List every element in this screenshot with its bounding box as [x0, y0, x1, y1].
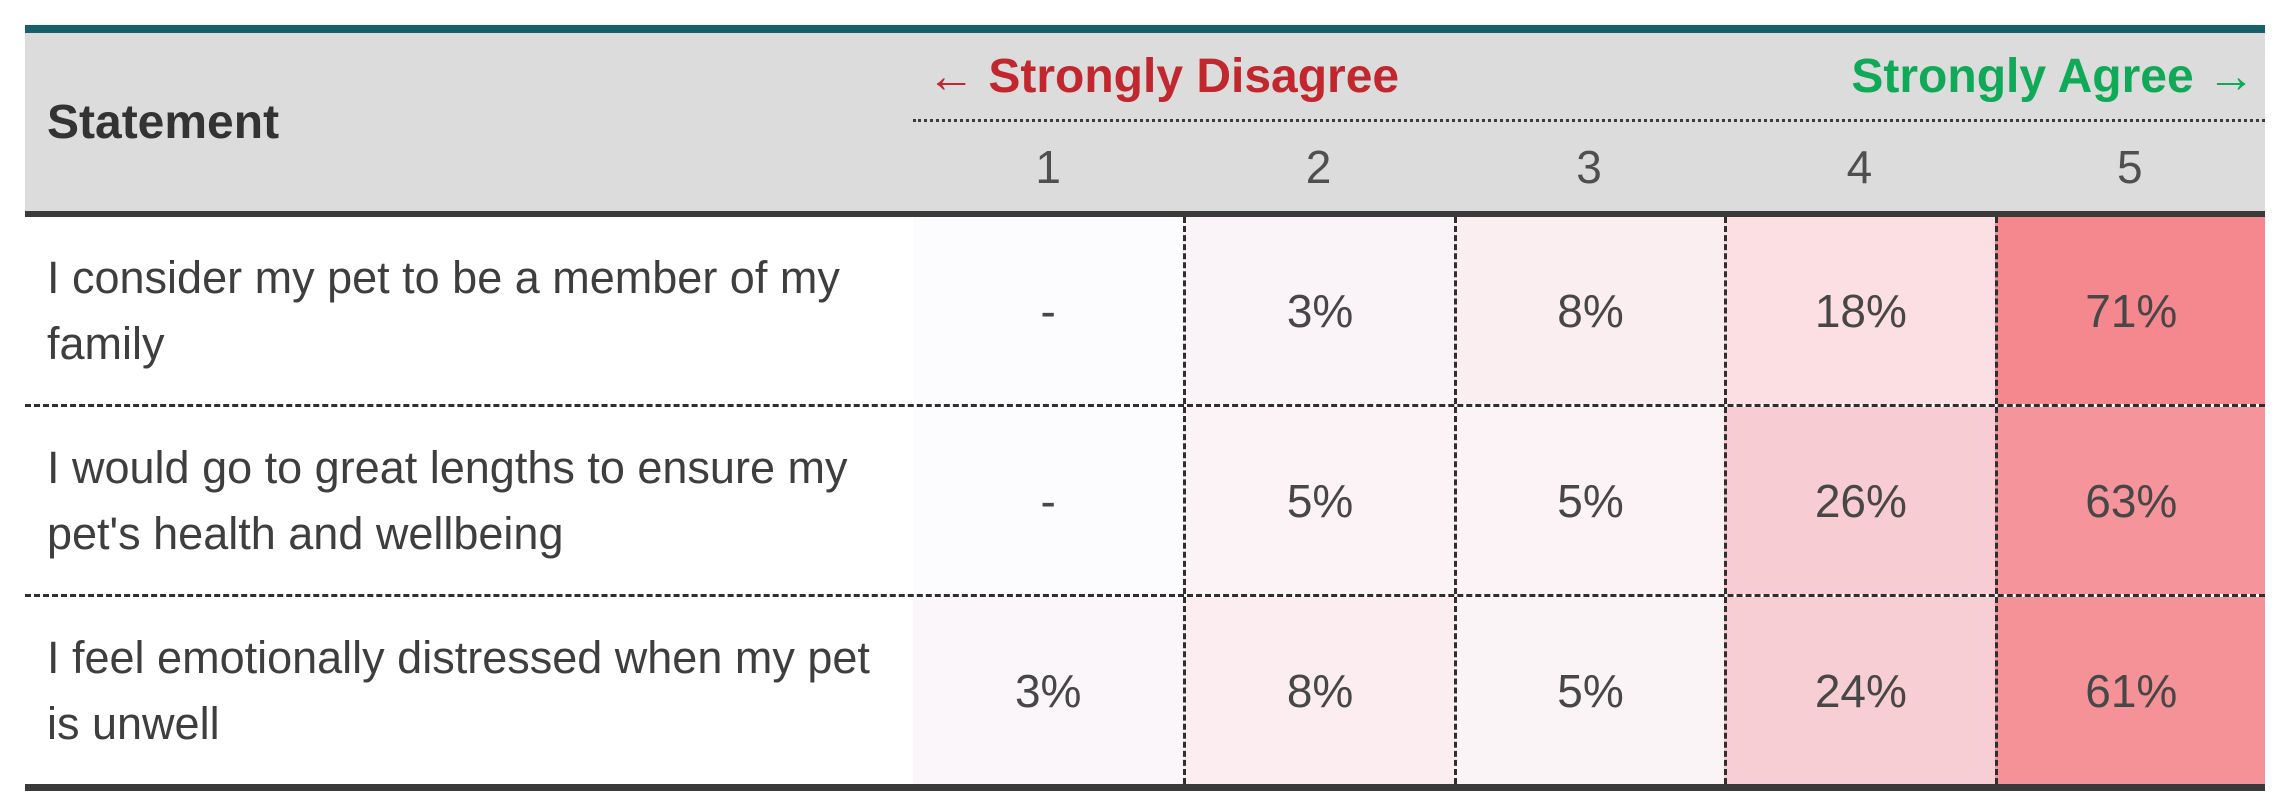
value-cell: 3% [1183, 217, 1454, 404]
value-cell: 26% [1724, 407, 1995, 594]
strongly-disagree-label: ← Strongly Disagree [927, 49, 1400, 103]
scale-point-5: 5 [2116, 140, 2143, 193]
scale-point-3: 3 [1576, 140, 1602, 193]
scale-labels-row: ← Strongly Disagree Strongly Agree → [913, 33, 2265, 122]
scale-point-4: 4 [1846, 140, 1873, 193]
value-cell: 63% [1994, 407, 2265, 594]
table-row: I would go to great lengths to ensure my… [25, 404, 2265, 594]
statement-cell: I feel emotionally distressed when my pe… [25, 597, 913, 784]
value-cell: - [913, 217, 1184, 404]
value-cell: 8% [1453, 217, 1725, 404]
table-row: I feel emotionally distressed when my pe… [25, 594, 2265, 784]
value-cell: 5% [1453, 407, 1725, 594]
scale-points-row: 1 2 3 4 5 [913, 122, 2265, 211]
scale-point-1: 1 [1035, 140, 1061, 193]
value-cell: 71% [1994, 217, 2265, 404]
value-cell: 5% [1453, 597, 1725, 784]
value-cell: 8% [1183, 597, 1454, 784]
value-cell: 18% [1724, 217, 1995, 404]
scale-point-2: 2 [1305, 140, 1332, 193]
value-cell: 61% [1994, 597, 2265, 784]
value-cell: 24% [1724, 597, 1995, 784]
table-body: I consider my pet to be a member of my f… [25, 217, 2265, 791]
strongly-agree-label: Strongly Agree → [1851, 49, 2255, 103]
statement-cell: I consider my pet to be a member of my f… [25, 217, 913, 404]
scale-header: ← Strongly Disagree Strongly Agree → 1 2… [913, 33, 2265, 211]
accent-bar [25, 25, 2265, 33]
statement-column-header: Statement [47, 95, 280, 149]
table-row: I consider my pet to be a member of my f… [25, 217, 2265, 404]
value-cell: - [913, 407, 1184, 594]
statement-cell: I would go to great lengths to ensure my… [25, 407, 913, 594]
value-cell: 5% [1183, 407, 1454, 594]
likert-table: Statement ← Strongly Disagree Strongly A… [25, 25, 2265, 791]
table-header: Statement ← Strongly Disagree Strongly A… [25, 33, 2265, 217]
value-cell: 3% [913, 597, 1184, 784]
